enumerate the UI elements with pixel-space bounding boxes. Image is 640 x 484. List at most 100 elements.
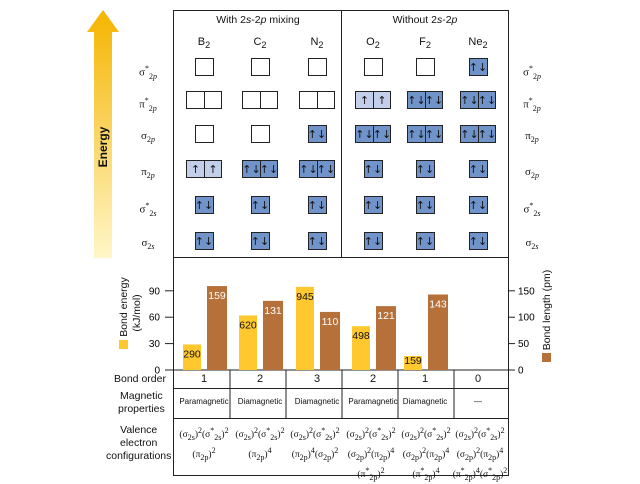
left-axis-label: Bond energy (kJ/mol) [118,258,144,368]
orbital-electrons [260,92,277,108]
orbital-label-left: σ2p [141,130,155,145]
orbital-electrons: ↑↓ [424,92,444,108]
energy-bar [352,326,370,370]
magnetic-label-line2: properties [118,403,165,415]
orbital-box [250,125,270,143]
orbital-label-right: π2p [525,130,539,145]
orbital-electrons: ↑↓ [307,126,327,142]
molecule-c2: C2 [253,36,267,51]
row-divider [173,418,509,419]
orbital-label-right: σ*2p [523,64,541,81]
orbital-box: ↑↓ [363,232,383,250]
orbital-box [250,58,270,76]
orbital-electrons: ↑↓ [415,233,435,249]
magnetic-value: Diamagnetic [402,397,448,406]
orbital-box: ↑↓ ↑↓ [407,125,443,143]
valence-label-line2: electron [120,437,158,449]
config-n2: (σ2s)2(σ*2s)2 (π2p)4(σ2p)2 [290,426,340,463]
orbital-box: ↑↓ [415,160,435,178]
orbital-box: ↑↓ [194,196,214,214]
orbital-electrons: ↑↓ [415,197,435,213]
bond-order-value: 0 [474,373,482,385]
energy-bar [183,344,201,370]
orbital-box: ↑↓ [468,160,488,178]
energy-value-label: 498 [352,330,370,342]
right-axis-label: Bond length (pm) [541,256,553,376]
energy-value-label: 620 [239,319,257,331]
orbital-box: ↑↓ [468,232,488,250]
orbital-electrons: ↑↓ [316,161,336,177]
orbital-electrons: ↑↓ [259,161,279,177]
orbital-electrons [317,92,334,108]
orbital-electrons: ↑↓ [363,197,383,213]
molecule-ne2: Ne2 [468,36,488,51]
length-bar [320,311,340,370]
magnetic-label: Magnetic properties [118,390,165,416]
config-ne2: (σ2s)2(σ*2s)2 (σ2p)2(π2p)4 (π*2p)4(σ*2p)2 [452,426,508,483]
length-bar [428,294,448,370]
orbital-box: ↑ ↑ [355,91,391,109]
orbital-electrons: ↑↓ [194,233,214,249]
orbital-electrons: ↑↓ [415,161,435,177]
orbital-electrons: ↑ [373,92,390,108]
orbital-box: ↑↓ ↑↓ [299,160,335,178]
orbital-box: ↑↓ ↑↓ [407,91,443,109]
length-value-label: 159 [208,290,226,302]
orbital-box: ↑↓ [250,232,270,250]
orbital-box: ↑↓ ↑↓ [355,125,391,143]
config-f2: (σ2s)2(σ*2s)2 (σ2p)2(π2p)4 (π*2p)4 [401,426,451,483]
left-tick-label: 90 [149,286,161,297]
orbital-electrons: ↑↓ [460,92,479,108]
orbital-electrons: ↑ [187,161,204,177]
right-tick-label: 0 [518,366,524,377]
energy-value-label: 159 [404,355,422,367]
config-o2: (σ2s)2(σ*2s)2 (σ2p)2(π2p)4 (π*2p)2 [346,426,396,483]
left-tick-label: 0 [154,366,160,377]
orbital-box: ↑↓ ↑↓ [460,91,496,109]
length-value-label: 121 [377,310,395,322]
orbital-box: ↑↓ [307,196,327,214]
bond-order-value: 2 [256,373,264,385]
length-value-label: 143 [429,299,447,311]
orbital-electrons: ↑↓ [407,92,426,108]
length-bar [207,286,227,370]
valence-label: Valence electron configurations [106,424,171,463]
orbital-box: ↑↓ [468,196,488,214]
length-bar [263,300,283,370]
energy-bar [404,356,422,370]
orbital-electrons [204,92,221,108]
row-divider [173,388,509,389]
right-tick-label: 100 [518,313,535,324]
valence-label-line3: configurations [106,450,172,462]
orbital-box [415,58,435,76]
energy-arrow [87,10,119,258]
orbital-box: ↑↓ [250,196,270,214]
valence-label-line1: Valence [120,424,158,436]
molecule-f2: F2 [419,36,431,51]
orbital-electrons: ↑↓ [468,161,488,177]
orbital-label-left: π*2p [139,96,157,113]
length-legend-swatch [542,353,551,363]
orbital-electrons: ↑↓ [407,126,426,142]
bond-order-value: 2 [369,373,377,385]
energy-bar [239,315,257,370]
header-divider [173,257,509,258]
orbital-box [307,58,327,76]
orbital-box: ↑↓ ↑↓ [242,160,278,178]
orbital-label-left: σ*2p [139,64,157,81]
orbital-label-left: σ*2s [139,201,157,218]
orbital-electrons: ↑↓ [468,197,488,213]
orbital-box: ↑↓ [307,125,327,143]
orbital-electrons: ↑↓ [250,197,270,213]
orbital-electrons: ↑↓ [250,233,270,249]
config-c2: (σ2s)2(σ*2s)2 (π2p)4 [235,426,285,463]
orbital-electrons: ↑↓ [468,233,488,249]
bond-order-label: Bond order [114,373,166,385]
orbital-electrons: ↑ [204,161,221,177]
orbital-label-right: π*2p [523,96,541,113]
magnetic-value: Diamagnetic [294,397,340,406]
orbital-electrons: ↑↓ [307,233,327,249]
orbital-box [194,58,214,76]
orbital-box: ↑↓ [415,232,435,250]
